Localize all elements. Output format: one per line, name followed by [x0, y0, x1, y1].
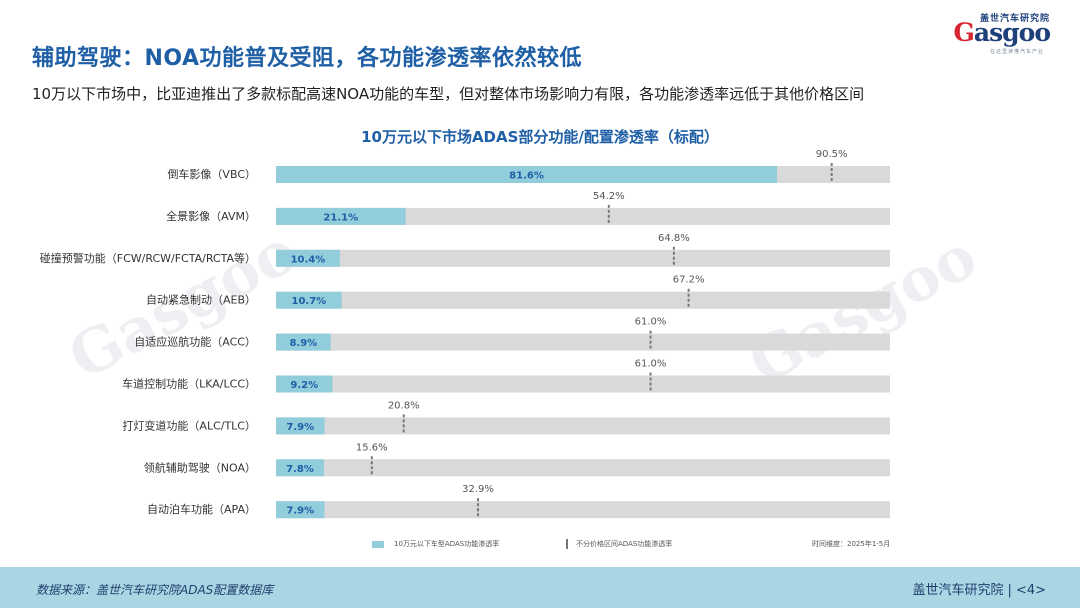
legend-label-under-100k: 10万元以下车型ADAS功能渗透率 — [394, 540, 500, 548]
legend-item-all-price: 不分价格区间ADAS功能渗透率 — [566, 539, 672, 549]
logo-cn-text: 盖世汽车研究院 — [979, 14, 1050, 24]
bar-under-100k — [276, 249, 340, 267]
bar-value-label: 7.9% — [286, 506, 314, 517]
tick-value-label: 54.2% — [593, 191, 625, 202]
bar-track — [276, 417, 890, 435]
category-label: 车道控制功能（LKA/LCC） — [122, 377, 256, 391]
bar-under-100k — [276, 501, 325, 519]
bar-under-100k — [276, 207, 406, 225]
tick-value-label: 32.9% — [462, 484, 494, 495]
bar-value-label: 10.4% — [291, 254, 326, 265]
tick-value-label: 61.0% — [635, 317, 667, 328]
category-label: 领航辅助驾驶（NOA） — [144, 460, 256, 474]
category-label: 自动紧急制动（AEB） — [146, 293, 256, 307]
page-title: 辅助驾驶：NOA功能普及受阻，各功能渗透率依然较低 — [32, 46, 583, 71]
time-range-note: 时间维度：2025年1-5月 — [812, 540, 891, 548]
page-subtitle: 10万以下市场中，比亚迪推出了多款标配高速NOA功能的车型，但对整体市场影响力有… — [32, 85, 865, 103]
bar-under-100k — [276, 417, 325, 435]
bar-value-label: 9.2% — [290, 380, 318, 391]
legend-label-all-price: 不分价格区间ADAS功能渗透率 — [576, 540, 673, 548]
legend-bar-swatch — [372, 540, 384, 548]
bar-track — [276, 249, 890, 267]
bar-value-label: 7.8% — [286, 464, 314, 475]
footer-page-info: 盖世汽车研究院 | <4> — [913, 579, 1046, 598]
category-label: 倒车影像（VBC） — [167, 167, 256, 181]
bar-under-100k — [276, 291, 342, 309]
legend-item-under-100k: 10万元以下车型ADAS功能渗透率 — [372, 539, 499, 549]
logo-en-text: Gasgoo — [953, 18, 1051, 47]
bar-under-100k — [276, 375, 333, 393]
bar-track — [276, 501, 890, 519]
tick-value-label: 20.8% — [388, 400, 420, 411]
footer-separator: | — [1007, 583, 1012, 598]
tick-value-label: 61.0% — [635, 359, 667, 370]
bar-track — [276, 291, 890, 309]
bar-under-100k — [276, 459, 324, 477]
bar-value-label: 8.9% — [289, 338, 317, 349]
bar-track — [276, 333, 890, 351]
tick-value-label: 15.6% — [356, 442, 388, 453]
bar-under-100k — [276, 166, 778, 183]
logo-tagline: 在这里读懂汽车产业 — [989, 49, 1044, 55]
page-number: <4> — [1015, 583, 1046, 598]
footer-org: 盖世汽车研究院 — [912, 583, 1004, 598]
category-label: 打灯变道功能（ALC/TLC） — [122, 418, 256, 432]
category-label: 自动泊车功能（APA） — [147, 502, 256, 516]
bar-value-label: 7.9% — [286, 422, 314, 433]
bar-track — [276, 207, 890, 225]
tick-value-label: 67.2% — [673, 275, 705, 286]
chart-title: 10万元以下市场ADAS部分功能/配置渗透率（标配） — [361, 128, 719, 146]
category-label: 碰撞预警功能（FCW/RCW/FCTA/RCTA等） — [40, 251, 256, 265]
bar-value-label: 21.1% — [323, 212, 358, 223]
data-source: 数据来源：盖世汽车研究院ADAS配置数据库 — [36, 583, 274, 597]
tick-value-label: 64.8% — [658, 233, 690, 244]
gasgoo-logo: 盖世汽车研究院 Gasgoo 在这里读懂汽车产业 — [938, 8, 1051, 55]
bar-track — [276, 375, 890, 393]
bar-track — [276, 459, 890, 477]
bar-value-label: 81.6% — [509, 171, 544, 182]
category-label: 全景影像（AVM） — [166, 209, 256, 223]
category-label: 自适应巡航功能（ACC） — [134, 335, 256, 349]
tick-value-label: 90.5% — [816, 149, 848, 160]
bar-under-100k — [276, 333, 331, 351]
bar-value-label: 10.7% — [291, 296, 326, 307]
legend-tick-swatch — [566, 539, 568, 549]
footer-bar: 数据来源：盖世汽车研究院ADAS配置数据库 盖世汽车研究院 | <4> — [0, 567, 1080, 608]
